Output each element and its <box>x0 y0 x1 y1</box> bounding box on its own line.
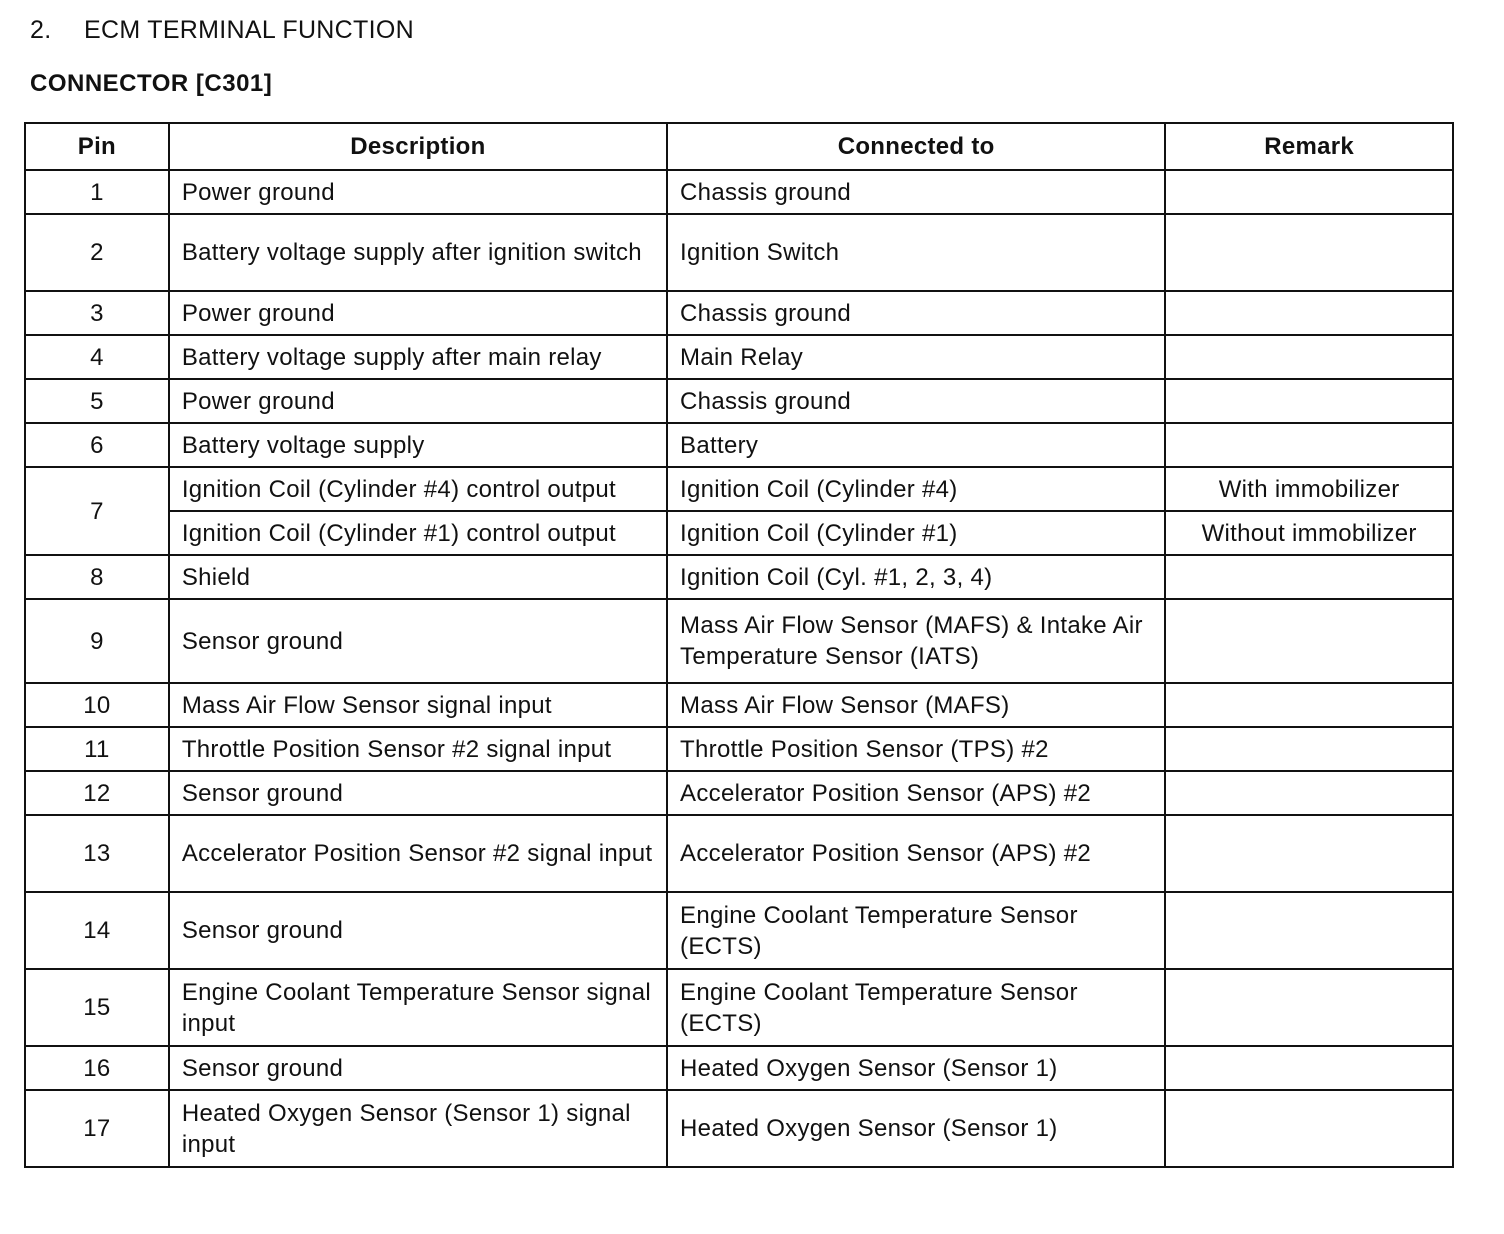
remark-cell <box>1164 891 1454 970</box>
pin-cell: 15 <box>24 968 170 1047</box>
description-cell: Engine Coolant Temperature Sensor signal… <box>167 968 669 1047</box>
remark-cell <box>1164 169 1454 215</box>
remark-cell <box>1164 378 1454 424</box>
terminal-table: Pin Description Connected to Remark 1 Pow… <box>24 122 1454 1168</box>
pin-cell: 3 <box>24 290 170 336</box>
description-cell: Power ground <box>167 169 669 215</box>
description-cell: Sensor ground <box>167 770 669 816</box>
connected-to-cell: Chassis ground <box>666 378 1167 424</box>
pin-cell: 8 <box>24 554 170 600</box>
table-row: 11 Throttle Position Sensor #2 signal inp… <box>24 726 1454 772</box>
pin-cell: 11 <box>24 726 170 772</box>
table-row: 15 Engine Coolant Temperature Sensor sign… <box>24 968 1454 1047</box>
table-row: 5 Power ground Chassis ground <box>24 378 1454 424</box>
connected-to-cell: Ignition Coil (Cyl. #1, 2, 3, 4) <box>666 554 1167 600</box>
description-cell: Sensor ground <box>167 598 669 684</box>
connected-to-cell: Accelerator Position Sensor (APS) #2 <box>666 770 1167 816</box>
remark-cell <box>1164 726 1454 772</box>
connected-to-cell: Battery <box>666 422 1167 468</box>
table-row: 2 Battery voltage supply after ignition s… <box>24 213 1454 292</box>
pin-cell: 1 <box>24 169 170 215</box>
remark-cell: With immobilizer <box>1164 466 1454 512</box>
remark-cell <box>1164 290 1454 336</box>
description-cell: Ignition Coil (Cylinder #1) control outp… <box>167 510 669 556</box>
description-cell: Sensor ground <box>167 1045 669 1091</box>
table-row: 16 Sensor ground Heated Oxygen Sensor (Sen… <box>24 1045 1454 1091</box>
connected-to-cell: Mass Air Flow Sensor (MAFS) <box>666 682 1167 728</box>
description-cell: Battery voltage supply <box>167 422 669 468</box>
connected-to-cell: Accelerator Position Sensor (APS) #2 <box>666 814 1167 893</box>
remark-cell <box>1164 814 1454 893</box>
pin-cell: 16 <box>24 1045 170 1091</box>
description-cell: Power ground <box>167 378 669 424</box>
description-cell: Mass Air Flow Sensor signal input <box>167 682 669 728</box>
description-cell: Heated Oxygen Sensor (Sensor 1) signal i… <box>167 1089 669 1168</box>
pin-cell: 7 <box>24 466 170 556</box>
connected-to-cell: Heated Oxygen Sensor (Sensor 1) <box>666 1089 1167 1168</box>
remark-cell <box>1164 598 1454 684</box>
remark-cell <box>1164 682 1454 728</box>
table-row: 3 Power ground Chassis ground <box>24 290 1454 336</box>
remark-cell <box>1164 1045 1454 1091</box>
connected-to-cell: Mass Air Flow Sensor (MAFS) & Intake Air… <box>666 598 1167 684</box>
pin-cell: 14 <box>24 891 170 970</box>
pin-cell: 12 <box>24 770 170 816</box>
table-row: 1 Power ground Chassis ground <box>24 169 1454 215</box>
section-heading: 2. ECM TERMINAL FUNCTION <box>30 16 414 45</box>
remark-cell <box>1164 554 1454 600</box>
connected-to-cell: Ignition Switch <box>666 213 1167 292</box>
pin-cell: 9 <box>24 598 170 684</box>
remark-cell <box>1164 968 1454 1047</box>
connected-to-cell: Engine Coolant Temperature Sensor (ECTS) <box>666 968 1167 1047</box>
connector-title: CONNECTOR [C301] <box>30 70 273 97</box>
connected-to-cell: Ignition Coil (Cylinder #4) <box>666 466 1167 512</box>
remark-cell <box>1164 334 1454 380</box>
remark-cell: Without immobilizer <box>1164 510 1454 556</box>
pin-cell: 17 <box>24 1089 170 1168</box>
connected-to-cell: Chassis ground <box>666 169 1167 215</box>
connected-to-cell: Main Relay <box>666 334 1167 380</box>
table-row: 9 Sensor ground Mass Air Flow Sensor (MAFS… <box>24 598 1454 684</box>
pin-cell: 6 <box>24 422 170 468</box>
table-row: 17 Heated Oxygen Sensor (Sensor 1) signal… <box>24 1089 1454 1168</box>
remark-cell <box>1164 770 1454 816</box>
pin-cell: 10 <box>24 682 170 728</box>
header-connected-to: Connected to <box>666 122 1167 171</box>
pin-cell: 5 <box>24 378 170 424</box>
header-description: Description <box>167 122 669 171</box>
pin-cell: 13 <box>24 814 170 893</box>
table-row: 13 Accelerator Position Sensor #2 signal … <box>24 814 1454 893</box>
table-row: 6 Battery voltage supply Battery <box>24 422 1454 468</box>
header-remark: Remark <box>1164 122 1454 171</box>
table-row: 10 Mass Air Flow Sensor signal input Mass … <box>24 682 1454 728</box>
pin-cell: 4 <box>24 334 170 380</box>
section-number: 2. <box>30 16 52 44</box>
remark-cell <box>1164 422 1454 468</box>
table-row: 12 Sensor ground Accelerator Position Sens… <box>24 770 1454 816</box>
table-row: 7 Ignition Coil (Cylinder #4) control out… <box>24 466 1454 556</box>
connected-to-cell: Chassis ground <box>666 290 1167 336</box>
description-cell: Battery voltage supply after ignition sw… <box>167 213 669 292</box>
description-cell: Power ground <box>167 290 669 336</box>
table-row: 8 Shield Ignition Coil (Cyl. #1, 2, 3, 4) <box>24 554 1454 600</box>
table-header-row: Pin Description Connected to Remark <box>24 122 1454 171</box>
connected-to-cell: Ignition Coil (Cylinder #1) <box>666 510 1167 556</box>
pin-cell: 2 <box>24 213 170 292</box>
table-row: 4 Battery voltage supply after main relay… <box>24 334 1454 380</box>
table-row: Ignition Coil (Cylinder #1) control outp… <box>25 510 1454 556</box>
section-title: ECM TERMINAL FUNCTION <box>84 16 414 44</box>
description-cell: Battery voltage supply after main relay <box>167 334 669 380</box>
table-row: 14 Sensor ground Engine Coolant Temperatur… <box>24 891 1454 970</box>
connected-to-cell: Heated Oxygen Sensor (Sensor 1) <box>666 1045 1167 1091</box>
description-cell: Accelerator Position Sensor #2 signal in… <box>167 814 669 893</box>
remark-cell <box>1164 213 1454 292</box>
remark-cell <box>1164 1089 1454 1168</box>
description-cell: Throttle Position Sensor #2 signal input <box>167 726 669 772</box>
connected-to-cell: Throttle Position Sensor (TPS) #2 <box>666 726 1167 772</box>
header-pin: Pin <box>24 122 170 171</box>
connected-to-cell: Engine Coolant Temperature Sensor (ECTS) <box>666 891 1167 970</box>
description-cell: Sensor ground <box>167 891 669 970</box>
description-cell: Ignition Coil (Cylinder #4) control outp… <box>167 466 669 512</box>
description-cell: Shield <box>167 554 669 600</box>
